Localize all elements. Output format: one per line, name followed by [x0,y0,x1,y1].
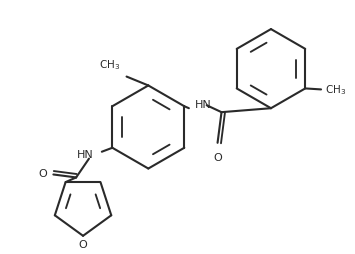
Text: HN: HN [77,150,94,160]
Text: CH$_3$: CH$_3$ [99,58,121,72]
Text: HN: HN [195,100,212,110]
Text: O: O [79,240,87,250]
Text: O: O [39,169,48,180]
Text: O: O [213,153,222,163]
Text: CH$_3$: CH$_3$ [325,84,346,97]
